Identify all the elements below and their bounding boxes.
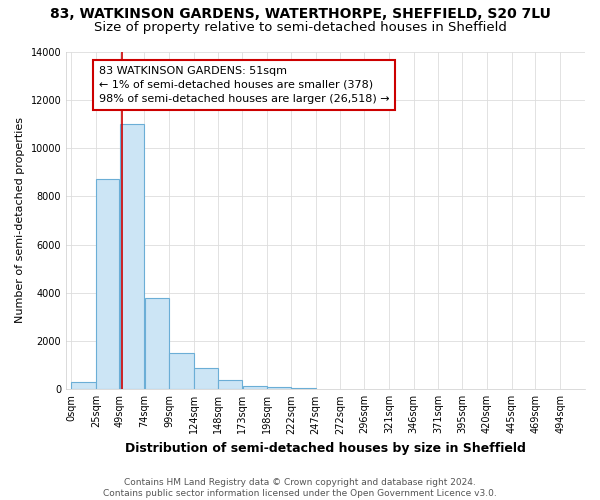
Bar bbox=[194, 368, 218, 390]
Bar bbox=[96, 180, 119, 390]
Y-axis label: Number of semi-detached properties: Number of semi-detached properties bbox=[15, 118, 25, 324]
Text: 83, WATKINSON GARDENS, WATERTHORPE, SHEFFIELD, S20 7LU: 83, WATKINSON GARDENS, WATERTHORPE, SHEF… bbox=[50, 8, 550, 22]
Bar bbox=[71, 382, 96, 390]
Bar bbox=[169, 353, 194, 390]
Bar bbox=[268, 387, 291, 390]
Bar bbox=[218, 380, 242, 390]
Text: Contains HM Land Registry data © Crown copyright and database right 2024.
Contai: Contains HM Land Registry data © Crown c… bbox=[103, 478, 497, 498]
Text: Size of property relative to semi-detached houses in Sheffield: Size of property relative to semi-detach… bbox=[94, 21, 506, 34]
Text: 83 WATKINSON GARDENS: 51sqm
← 1% of semi-detached houses are smaller (378)
98% o: 83 WATKINSON GARDENS: 51sqm ← 1% of semi… bbox=[99, 66, 389, 104]
Bar bbox=[242, 386, 267, 390]
Bar bbox=[291, 388, 316, 390]
Bar bbox=[145, 298, 169, 390]
Bar bbox=[120, 124, 144, 390]
X-axis label: Distribution of semi-detached houses by size in Sheffield: Distribution of semi-detached houses by … bbox=[125, 442, 526, 455]
